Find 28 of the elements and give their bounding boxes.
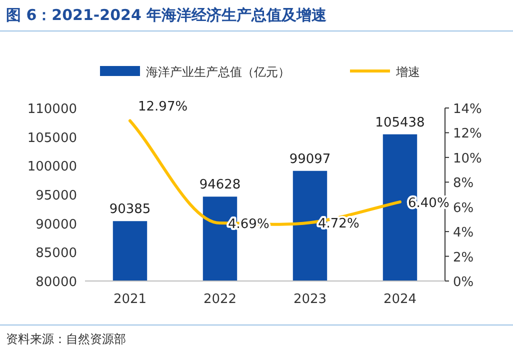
data-label: 105438 [375, 115, 425, 130]
y2-tick-label: 10% [453, 151, 482, 166]
y2-tick-label: 2% [453, 250, 474, 266]
data-label: 99097 [289, 152, 331, 167]
data-label: 94628 [199, 178, 241, 193]
legend-label: 海洋产业生产总值（亿元） [146, 65, 290, 79]
y-tick-label: 85000 [36, 246, 77, 262]
chart-title: 图 6：2021-2024 年海洋经济生产总值及增速 [6, 6, 328, 24]
y-tick-label: 80000 [36, 275, 77, 290]
y2-tick-label: 8% [453, 176, 474, 192]
text: 资料来源：自然资源部 [6, 332, 126, 346]
y2-tick-label: 14% [453, 102, 482, 117]
x-tick-label: 2023 [293, 292, 327, 307]
x-tick-label: 2021 [113, 292, 147, 307]
y-tick-label: 105000 [27, 130, 77, 146]
data-label: 90385 [109, 202, 151, 218]
y2-tick-label: 12% [453, 126, 482, 142]
y-tick-label: 95000 [36, 188, 77, 204]
x-tick-label: 2022 [203, 292, 237, 307]
y-tick-label: 100000 [27, 160, 77, 175]
y-tick-label: 90000 [36, 217, 77, 232]
y2-tick-label: 0% [453, 275, 474, 290]
data-label: 12.97% [138, 100, 188, 115]
y2-tick-label: 4% [453, 226, 474, 241]
legend-label: 增速 [395, 65, 420, 79]
x-tick-label: 2024 [383, 292, 417, 307]
y-tick-label: 110000 [27, 102, 77, 117]
y2-tick-label: 6% [453, 200, 474, 216]
